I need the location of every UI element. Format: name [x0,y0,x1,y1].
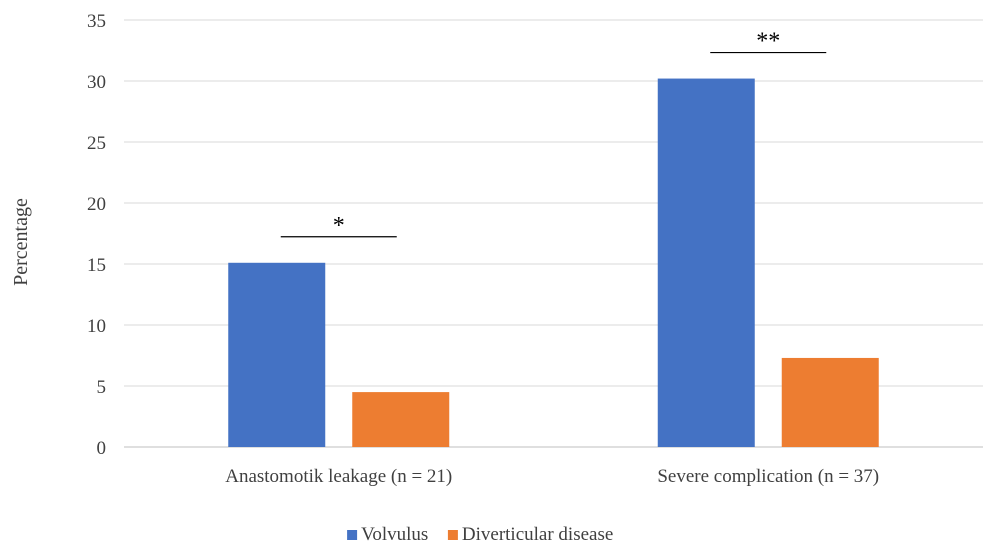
bars [228,78,879,447]
bar-diverticular-disease [352,392,450,447]
legend-swatch [347,530,358,540]
bar-diverticular-disease [781,357,879,447]
significance-marker: * [333,213,345,239]
legend-swatch [447,530,458,540]
y-tick-label: 0 [97,438,107,459]
significance-marker: ** [756,29,780,55]
bar-volvulus [228,262,326,447]
y-axis-ticks: 0 5 10 15 20 25 30 35 [87,11,106,459]
y-tick-label: 25 [87,133,106,154]
x-category-label: Anastomotik leakage (n = 21) [225,466,452,487]
legend-label: Diverticular disease [462,524,613,545]
y-tick-label: 35 [87,11,106,32]
legend-label: Volvulus [361,524,428,545]
y-tick-label: 20 [87,194,106,215]
y-tick-label: 30 [87,72,106,93]
y-axis-label: Percentage [10,198,32,286]
y-tick-label: 10 [87,316,106,337]
bar-volvulus [657,78,755,447]
x-axis-categories: Anastomotik leakage (n = 21) Severe compl… [225,466,879,487]
y-tick-label: 5 [97,377,107,398]
y-tick-label: 15 [87,255,106,276]
legend: Volvulus Diverticular disease [347,524,613,545]
x-category-label: Severe complication (n = 37) [657,466,879,487]
significance-annotations: *** [280,29,827,239]
